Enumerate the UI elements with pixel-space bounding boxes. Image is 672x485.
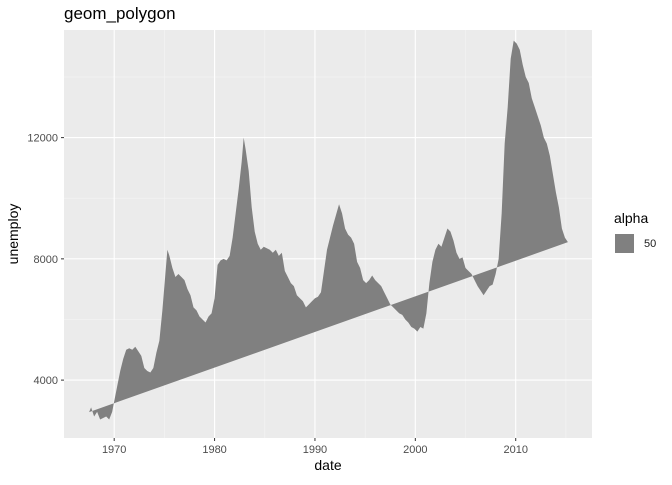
legend: alpha 50 bbox=[612, 210, 668, 262]
legend-swatch bbox=[615, 234, 634, 253]
y-axis-title: unemploy bbox=[5, 204, 21, 265]
x-tick-label: 1980 bbox=[202, 444, 226, 456]
x-tick-label: 1970 bbox=[102, 444, 126, 456]
legend-key bbox=[615, 234, 634, 253]
legend-title: alpha bbox=[614, 210, 649, 226]
y-tick-label: 12000 bbox=[27, 133, 58, 145]
y-axis-ticks: 4000 8000 12000 bbox=[27, 133, 64, 387]
y-tick-label: 4000 bbox=[34, 375, 58, 387]
x-tick-label: 2000 bbox=[403, 444, 427, 456]
x-tick-label: 1990 bbox=[303, 444, 327, 456]
x-axis-ticks: 1970 1980 1990 2000 2010 bbox=[102, 438, 528, 456]
legend-label: 50 bbox=[644, 238, 657, 250]
y-tick-label: 8000 bbox=[34, 254, 58, 266]
unemploy-polygon bbox=[89, 40, 568, 420]
x-axis-title: date bbox=[314, 457, 341, 473]
x-tick-label: 2010 bbox=[503, 444, 527, 456]
chart-title: geom_polygon bbox=[64, 4, 176, 23]
